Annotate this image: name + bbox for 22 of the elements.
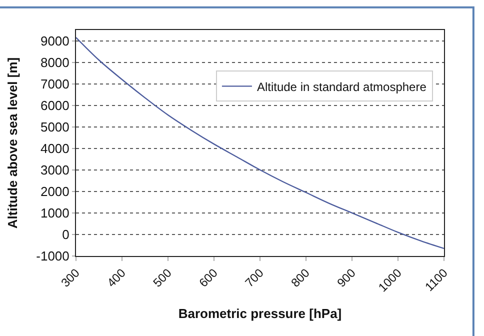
- line-series: [76, 36, 444, 250]
- y-tick-label: -1000: [36, 248, 70, 264]
- x-tick-label: 500: [150, 266, 175, 290]
- x-tick-label: 300: [58, 266, 83, 290]
- y-tick-label: 8000: [40, 54, 70, 70]
- x-tick-label: 600: [196, 266, 221, 290]
- y-tick-label: 0: [62, 227, 70, 242]
- y-tick-label: 9000: [40, 33, 70, 48]
- y-axis-title: Altitude above sea level [m]: [5, 57, 20, 229]
- y-tick-label: 7000: [40, 76, 70, 92]
- y-tick-label: 3000: [40, 162, 70, 178]
- y-tick-label: 6000: [40, 98, 70, 113]
- y-tick-label: 1000: [40, 206, 70, 220]
- x-tick-label: 800: [288, 266, 313, 290]
- x-tick-label: 400: [104, 266, 129, 290]
- y-tick-label: 5000: [40, 119, 70, 134]
- x-tick-label: 900: [334, 266, 359, 290]
- y-tick-label: 2000: [40, 184, 70, 199]
- y-tick-label: 4000: [40, 140, 70, 156]
- x-axis-title: Barometric pressure [hPa]: [178, 306, 342, 322]
- legend-label: Altitude in standard atmosphere: [256, 80, 427, 94]
- x-tick-label: 700: [242, 266, 267, 290]
